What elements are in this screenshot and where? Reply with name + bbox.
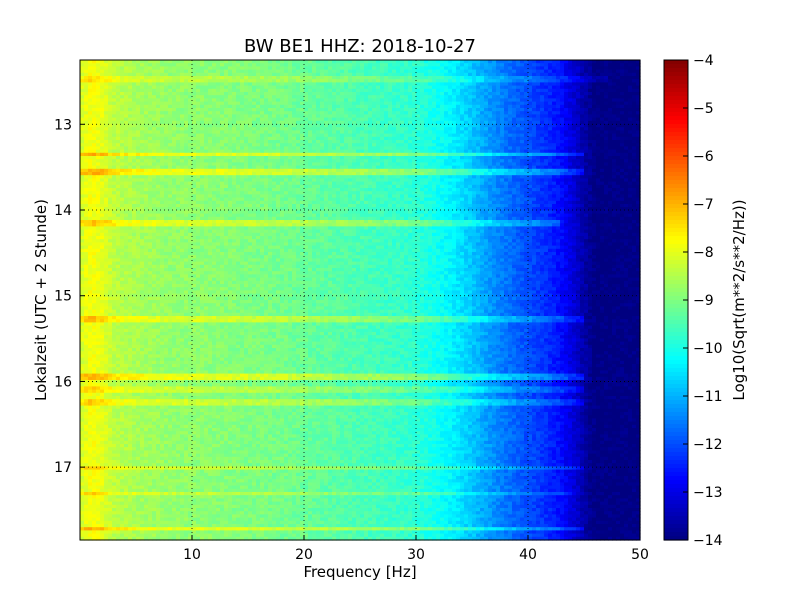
heatmap-cells <box>80 60 641 541</box>
spectrogram-figure: BW BE1 HHZ: 2018-10-27 10 20 30 40 50 131415… <box>0 0 800 600</box>
chart-title: BW BE1 HHZ: 2018-10-27 <box>244 36 476 57</box>
